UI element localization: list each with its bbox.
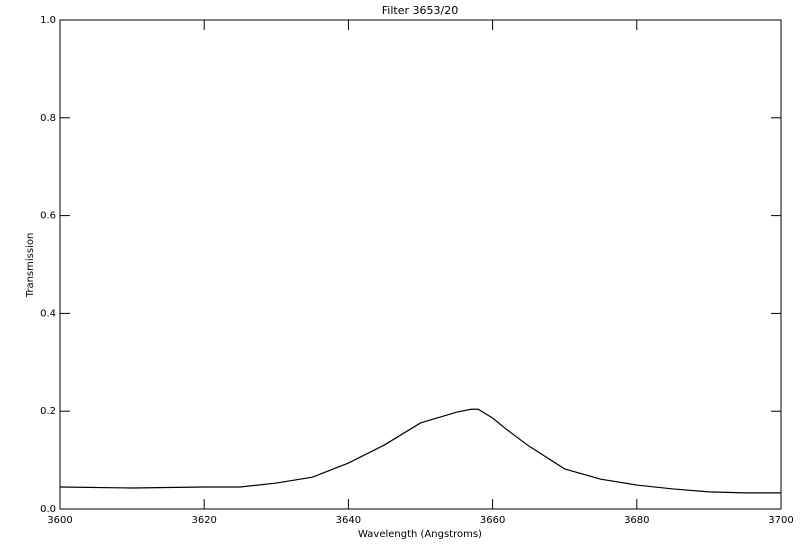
y-tick-label: 1.0 [40,15,56,26]
x-tick-label: 3640 [336,515,361,526]
plot-frame [59,19,782,510]
y-axis-label: Transmission [25,233,36,299]
x-tick-label: 3660 [480,515,505,526]
x-axis-label: Wavelength (Angstroms) [358,529,482,540]
x-tick-label: 3680 [624,515,649,526]
data-line [59,408,781,494]
chart-title: Filter 3653/20 [382,4,458,17]
x-tick-label: 3600 [47,515,72,526]
y-tick-label: 0.2 [40,406,56,417]
y-tick-label: 0.0 [40,504,56,515]
y-tick-label: 0.8 [40,113,56,124]
y-tick-label: 0.6 [40,211,56,222]
x-tick-label: 3620 [191,515,216,526]
x-tick-label: 3700 [768,515,793,526]
y-tick-label: 0.4 [40,308,56,319]
